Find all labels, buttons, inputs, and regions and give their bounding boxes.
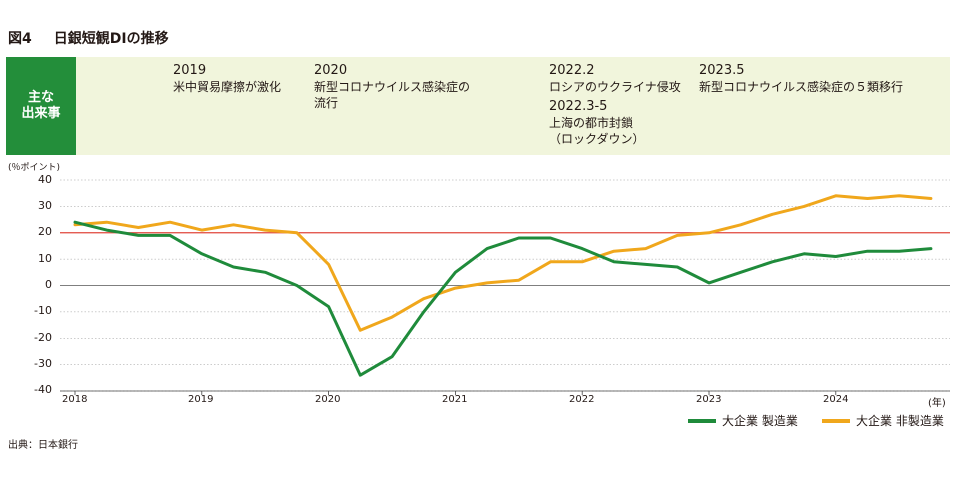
y-tick-label: -30 bbox=[34, 357, 52, 370]
legend-label: 大企業 非製造業 bbox=[856, 414, 944, 428]
y-tick-label: 0 bbox=[45, 278, 52, 291]
x-tick-label: 2024 bbox=[823, 394, 849, 405]
event-year: 2022.3-5 bbox=[549, 99, 608, 114]
x-tick-label: 2020 bbox=[315, 394, 341, 405]
x-tick-label: 2022 bbox=[569, 394, 595, 405]
events-header-line1: 主な bbox=[27, 90, 54, 105]
y-tick-label: 10 bbox=[38, 252, 52, 265]
event-2023-5: 2023.5 新型コロナウイルス感染症の５類移行 bbox=[699, 63, 903, 95]
event-text: 米中貿易摩擦が激化 bbox=[173, 80, 282, 94]
source-note: 出典：日本銀行 bbox=[8, 440, 78, 451]
event-2022-3-5: 2022.3-5 上海の都市封鎖 （ロックダウン） bbox=[549, 99, 645, 147]
legend-swatch bbox=[822, 418, 850, 423]
event-text: （ロックダウン） bbox=[549, 132, 645, 146]
y-tick-label: 30 bbox=[38, 199, 52, 212]
event-2019: 2019 米中貿易摩擦が激化 bbox=[173, 63, 281, 95]
event-text: 新型コロナウイルス感染症の bbox=[314, 80, 471, 94]
figure-title-text: 日銀短観DIの推移 bbox=[53, 31, 169, 47]
legend-label: 大企業 製造業 bbox=[722, 414, 798, 428]
y-axis-unit: (％ポイント) bbox=[8, 163, 61, 173]
event-year: 2019 bbox=[173, 63, 207, 78]
figure-title: 図4 日銀短観DIの推移 bbox=[8, 28, 169, 48]
event-year: 2022.2 bbox=[549, 63, 595, 78]
y-tick-label: 20 bbox=[38, 225, 52, 238]
event-2022-2: 2022.2 ロシアのウクライナ侵攻 bbox=[549, 63, 681, 95]
event-year: 2020 bbox=[314, 63, 348, 78]
events-header-line2: 出来事 bbox=[21, 106, 61, 121]
event-text: 上海の都市封鎖 bbox=[549, 116, 634, 130]
series-line bbox=[73, 194, 933, 332]
events-band: 主な 出来事 2019 米中貿易摩擦が激化 2020 新型コロナウイルス感染症の… bbox=[6, 57, 950, 155]
event-year: 2023.5 bbox=[699, 63, 745, 78]
series-line bbox=[73, 220, 933, 377]
x-tick-label: 2019 bbox=[188, 394, 214, 405]
event-text: 新型コロナウイルス感染症の５類移行 bbox=[699, 80, 904, 94]
legend-item-non-manufacturing: 大企業 非製造業 bbox=[822, 412, 944, 429]
x-axis-unit: (年) bbox=[928, 398, 946, 409]
y-tick-label: 40 bbox=[38, 173, 52, 186]
x-tick-label: 2023 bbox=[696, 394, 722, 405]
event-2020: 2020 新型コロナウイルス感染症の 流行 bbox=[314, 63, 470, 111]
event-text: ロシアのウクライナ侵攻 bbox=[549, 80, 681, 94]
y-tick-label: -20 bbox=[34, 331, 52, 344]
figure-number: 図4 bbox=[8, 31, 32, 47]
x-tick-label: 2018 bbox=[62, 394, 88, 405]
legend-item-manufacturing: 大企業 製造業 bbox=[688, 412, 798, 429]
y-tick-label: -10 bbox=[34, 304, 52, 317]
y-tick-label: -40 bbox=[34, 383, 52, 396]
event-text: 流行 bbox=[314, 96, 339, 110]
legend-swatch bbox=[688, 418, 716, 423]
events-header: 主な 出来事 bbox=[6, 57, 76, 155]
x-tick-label: 2021 bbox=[442, 394, 468, 405]
